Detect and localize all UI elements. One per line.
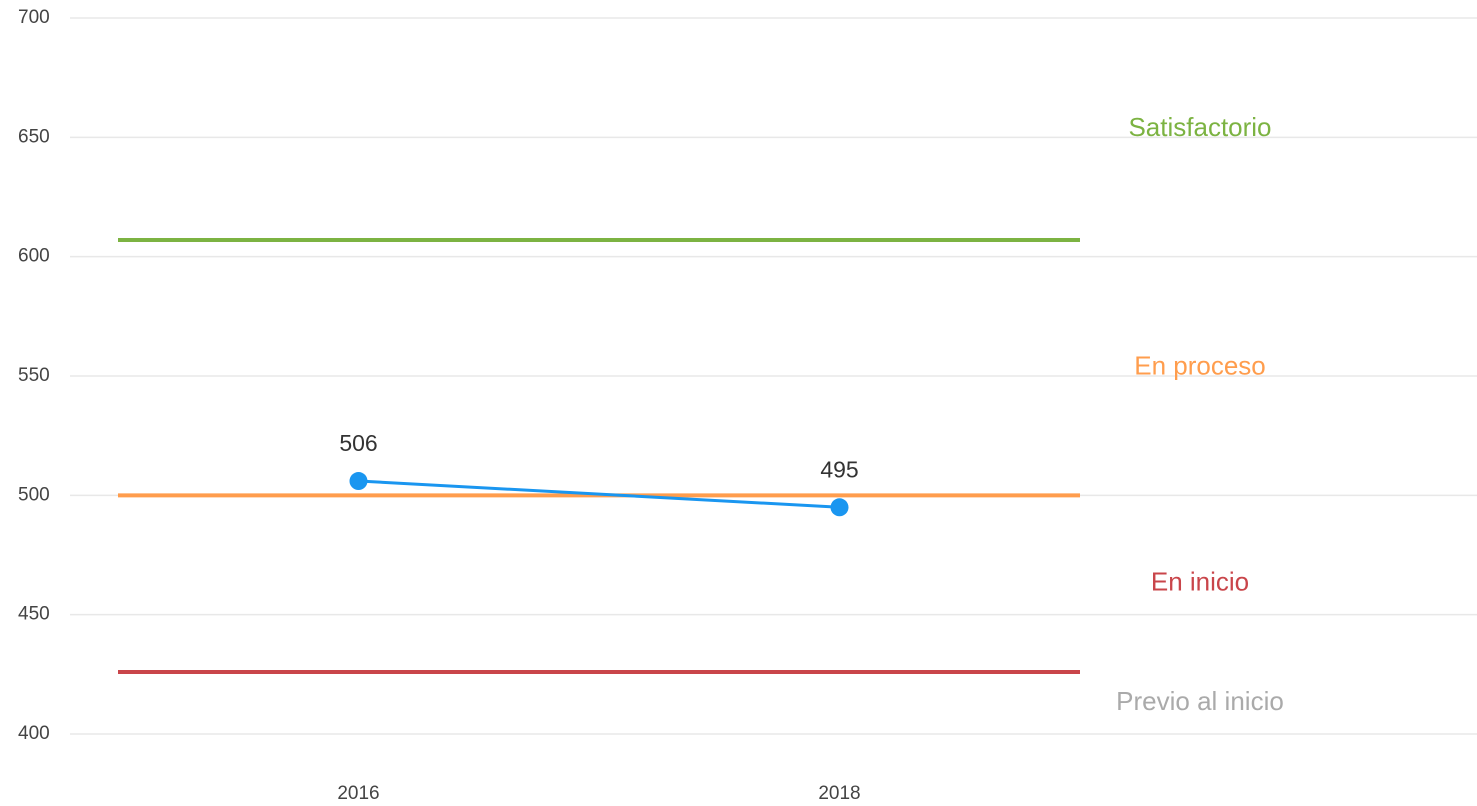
x-tick-label: 2016 — [337, 783, 379, 804]
zone-label: Previo al inicio — [1116, 686, 1284, 716]
y-tick-label: 500 — [18, 484, 50, 505]
y-tick-label: 400 — [18, 723, 50, 744]
y-tick-label: 550 — [18, 365, 50, 386]
y-tick-label: 650 — [18, 126, 50, 147]
y-tick-label: 600 — [18, 246, 50, 267]
data-point — [830, 498, 849, 517]
value-label: 506 — [339, 430, 377, 456]
y-tick-label: 700 — [18, 7, 50, 28]
value-label: 495 — [820, 456, 858, 482]
x-tick-label: 2018 — [818, 783, 860, 804]
series-line — [358, 479, 840, 509]
zone-label: En proceso — [1134, 351, 1266, 381]
zone-label: Satisfactorio — [1128, 112, 1271, 142]
zone-label: En inicio — [1151, 567, 1249, 597]
data-point — [349, 472, 368, 491]
y-tick-label: 450 — [18, 604, 50, 625]
